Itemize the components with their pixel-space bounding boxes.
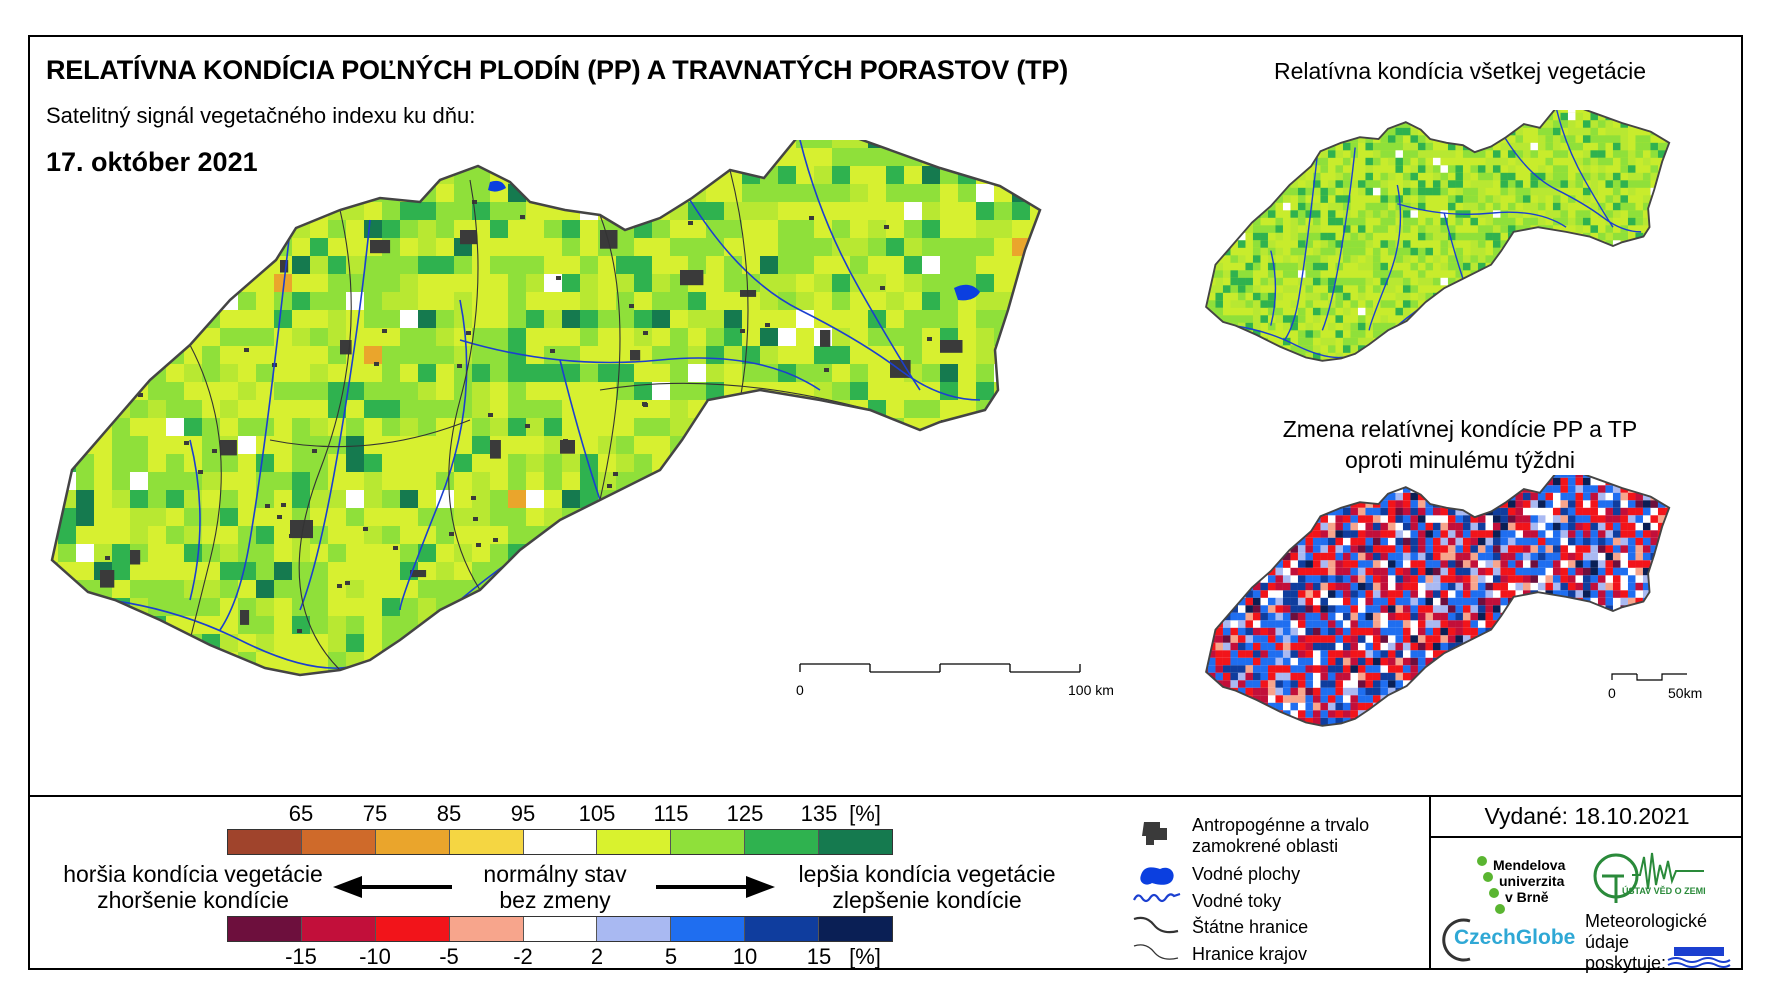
meteo-line3: poskytuje: — [1585, 953, 1667, 973]
legend-color-swatch — [745, 830, 820, 854]
legend-tick-label: -5 — [439, 944, 459, 969]
anthropogenic-area-icon — [1142, 822, 1167, 845]
inset-top-title: Relatívna kondícia všetkej vegetácie — [1273, 58, 1647, 84]
region-border-icon — [1133, 944, 1179, 960]
legend-separator — [28, 795, 1743, 797]
mendel-line2: univerzita — [1499, 873, 1565, 889]
legend-tick-label: 10 — [732, 944, 758, 969]
worse-label-line2: zhoršenie kondície — [97, 887, 289, 913]
meteo-line1: Meteorologické — [1585, 911, 1708, 931]
state-border-icon — [1133, 916, 1179, 934]
legend-color-swatch — [375, 830, 450, 854]
inset-bottom-title-line2: oproti minulému týždni — [1344, 447, 1576, 473]
condition-color-bar — [227, 829, 893, 855]
better-label-line2: zlepšenie kondície — [832, 887, 1022, 913]
main-map — [50, 140, 1081, 677]
main-title: RELATÍVNA KONDÍCIA POĽNÝCH PLODÍN (PP) A… — [46, 55, 1069, 85]
better-label: lepšia kondícia vegetácie zlepšenie kond… — [782, 861, 1072, 913]
left-arrow-icon — [333, 876, 452, 898]
legend-color-swatch — [301, 917, 376, 941]
legend-tick-label: -15 — [285, 944, 317, 969]
legend-divider-vertical — [1429, 795, 1431, 970]
worse-label-line1: horšia kondícia vegetácie — [63, 861, 323, 887]
worse-label: horšia kondícia vegetácie zhoršenie kond… — [43, 861, 343, 913]
czechglobe-arc-icon — [1442, 918, 1471, 962]
legend-tick-label: 15 — [806, 944, 832, 969]
inset-map-weekly-change — [1205, 475, 1671, 727]
legend-tick-label: 105 — [578, 801, 616, 826]
legend-color-swatch — [671, 830, 746, 854]
uvgz-seismo-icon — [1593, 852, 1704, 903]
inset-bottom-title: Zmena relatívnej kondície PP a TP oproti… — [1190, 414, 1730, 476]
legend-tick-label: 115 — [653, 801, 689, 826]
main-map-scale-bar — [799, 663, 1081, 673]
legend-tick-label: [%] — [849, 944, 881, 969]
main-map-region-borders — [186, 169, 871, 671]
state-borders-label: Štátne hranice — [1192, 917, 1309, 937]
legend-color-swatch — [228, 917, 302, 941]
anthropogenic-label-line2: zamokrené oblasti — [1192, 836, 1339, 856]
legend-tick-label: 5 — [664, 944, 678, 969]
legend-color-swatch — [228, 830, 302, 854]
subtitle: Satelitný signál vegetačného indexu ku d… — [46, 103, 476, 128]
legend-color-swatch — [745, 917, 820, 941]
main-scale-end: 100 km — [1068, 682, 1114, 698]
inset-scale-end: 50km — [1668, 685, 1703, 701]
mendel-line1: Mendelova — [1493, 857, 1566, 873]
legend-color-swatch — [523, 830, 598, 854]
condition-tick-labels: 65 75 85 95 105 115 125 135 [%] — [205, 801, 885, 827]
legend-tick-label: 75 — [362, 801, 388, 826]
shmu-logo — [1667, 947, 1731, 968]
normal-label-line1: normálny stav — [483, 861, 627, 887]
legend-tick-label: 85 — [436, 801, 462, 826]
change-tick-labels: -15 -10 -5 -2 2 5 10 15 [%] — [205, 944, 885, 970]
legend-color-swatch — [597, 830, 672, 854]
legend-tick-label: -2 — [513, 944, 533, 969]
legend-color-swatch — [375, 917, 450, 941]
legend-tick-label: 135 — [800, 801, 838, 826]
legend-tick-label: -10 — [359, 944, 391, 969]
normal-label-line2: bez zmeny — [499, 887, 611, 913]
legend-tick-label: 2 — [590, 944, 604, 969]
change-color-bar — [227, 916, 893, 942]
legend-color-swatch — [523, 917, 598, 941]
region-borders-label: Hranice krajov — [1192, 944, 1308, 964]
water-bodies-label: Vodné plochy — [1192, 864, 1301, 884]
meteo-line2: údaje — [1585, 932, 1630, 952]
legend-color-swatch — [597, 917, 672, 941]
anthropogenic-label: Antropogénne a trvalo zamokrené oblasti — [1192, 815, 1369, 857]
date-label: 17. október 2021 — [46, 147, 258, 177]
mendel-line3: v Brně — [1505, 889, 1549, 905]
issued-date: Vydané: 18.10.2021 — [1484, 803, 1690, 829]
inset-map-all-vegetation — [1205, 110, 1671, 362]
inset-bottom-title-line1: Zmena relatívnej kondície PP a TP — [1282, 416, 1638, 442]
legend-color-swatch — [449, 917, 524, 941]
legend-tick-label: [%] — [849, 801, 881, 826]
map-frame — [28, 35, 1743, 970]
legend-color-swatch — [819, 917, 893, 941]
inset-scale-bar — [1611, 673, 1687, 681]
right-arrow-icon — [656, 876, 775, 898]
main-scale-zero: 0 — [796, 682, 804, 698]
legend-tick-label: 125 — [726, 801, 764, 826]
legend-tick-label: 65 — [288, 801, 314, 826]
water-body-icon — [1140, 867, 1174, 885]
normal-label: normálny stav bez zmeny — [455, 861, 655, 913]
legend-color-swatch — [671, 917, 746, 941]
water-streams-label: Vodné toky — [1192, 891, 1282, 911]
legend-color-swatch — [449, 830, 524, 854]
legend-color-swatch — [819, 830, 893, 854]
main-map-state-border — [50, 140, 1042, 677]
uvgz-text: ÚSTAV VĚD O ZEMI — [1622, 886, 1706, 896]
anthropogenic-label-line1: Antropogénne a trvalo — [1192, 815, 1370, 835]
inset-scale-zero: 0 — [1608, 685, 1616, 701]
legend-tick-label: 95 — [510, 801, 536, 826]
water-stream-icon — [1133, 892, 1181, 903]
legend-color-swatch — [301, 830, 376, 854]
mendel-dots-icon — [1477, 856, 1505, 914]
czechglobe-text: CzechGlobe — [1454, 926, 1576, 949]
legend-divider-horizontal — [1429, 836, 1743, 838]
better-label-line1: lepšia kondícia vegetácie — [798, 861, 1056, 887]
